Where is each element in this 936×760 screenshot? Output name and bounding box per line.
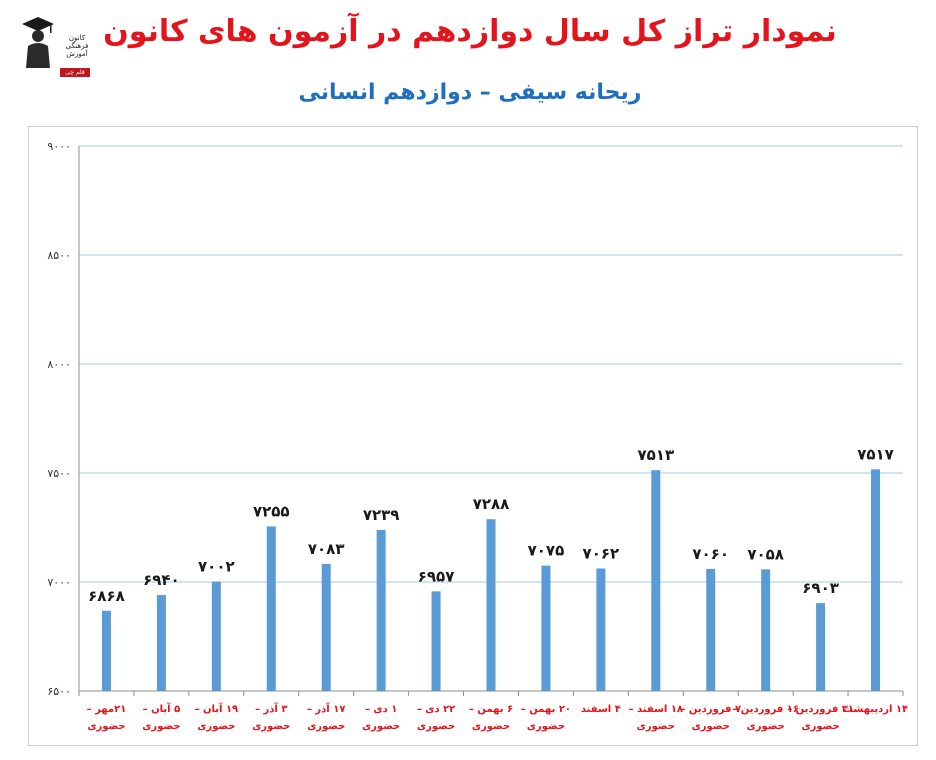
x-tick-label: ۱۶ فروردین – — [732, 704, 799, 715]
y-tick-label: ۶۵۰۰ — [47, 685, 71, 698]
x-tick-label: ۱۸ اسفند – — [629, 704, 684, 715]
bar — [101, 610, 111, 691]
bar — [761, 569, 771, 691]
x-tick-label: ۷ فروردین – — [680, 704, 741, 715]
bar — [266, 526, 276, 691]
bar — [486, 519, 496, 691]
data-label: ۷۰۶۰ — [692, 545, 729, 563]
y-tick-label: ۷۵۰۰ — [47, 467, 71, 480]
data-label: ۶۹۴۰ — [143, 571, 180, 589]
logo-badge: قلم چی — [60, 68, 90, 77]
x-tick-label: ۱۹ آبان – — [195, 702, 239, 715]
bar — [706, 568, 716, 691]
x-tick-label: ۲۲ دی – — [417, 704, 455, 715]
x-tick-label: ۱۴ اردیبهشت — [843, 704, 908, 715]
x-tick-label: ۶ بهمن – — [469, 704, 513, 715]
x-tick-label-line2: حضوری — [307, 721, 345, 732]
x-tick-label-line2: حضوری — [637, 721, 675, 732]
data-label: ۷۰۵۸ — [747, 545, 784, 563]
y-tick-label: ۸۵۰۰ — [47, 249, 71, 262]
data-label: ۷۵۱۷ — [857, 445, 894, 463]
graduate-icon — [22, 17, 54, 68]
x-tick-label-line2: حضوری — [252, 721, 290, 732]
x-tick-label-line2: حضوری — [142, 721, 180, 732]
bar — [871, 469, 881, 691]
bar — [321, 563, 331, 691]
data-label: ۷۰۰۲ — [198, 558, 235, 576]
x-tick-label: ۲۰ بهمن – — [521, 704, 571, 715]
data-label: ۷۲۳۹ — [363, 506, 400, 524]
x-tick-label: ۵ آبان – — [143, 702, 181, 715]
x-tick-label: ۲۱مهر – — [87, 704, 127, 715]
data-label: ۷۵۱۳ — [637, 446, 674, 464]
bar — [541, 565, 551, 691]
data-label: ۷۰۸۳ — [308, 540, 345, 558]
x-tick-label-line2: حضوری — [87, 721, 125, 732]
x-tick-label-line2: حضوری — [527, 721, 565, 732]
x-tick-label: ۴ اسفند — [581, 704, 621, 715]
data-label: ۷۰۶۲ — [583, 544, 620, 562]
x-tick-label: ۱۷ آذر – — [307, 702, 346, 715]
data-label: ۷۲۸۸ — [473, 495, 510, 513]
data-label: ۶۹۵۷ — [418, 567, 455, 585]
x-tick-label-line2: حضوری — [801, 721, 839, 732]
x-tick-label: ۳۱ فروردین – — [787, 704, 854, 715]
chart-frame: ۶۵۰۰ ۷۰۰۰ ۷۵۰۰ ۸۰۰۰ ۸۵۰۰ ۹۰۰۰ ۶۸۶۸ ۲۱مهر – حضوری… — [28, 126, 918, 746]
bar — [816, 603, 826, 691]
x-tick-label-line2: حضوری — [362, 721, 400, 732]
y-tick-label: ۷۰۰۰ — [47, 576, 71, 589]
data-label: ۶۸۶۸ — [88, 587, 125, 605]
bar-chart: ۶۵۰۰ ۷۰۰۰ ۷۵۰۰ ۸۰۰۰ ۸۵۰۰ ۹۰۰۰ ۶۸۶۸ ۲۱مهر – حضوری… — [47, 140, 908, 732]
y-tick-label: ۸۰۰۰ — [47, 358, 71, 371]
data-label: ۷۰۷۵ — [528, 542, 565, 560]
data-label: ۷۲۵۵ — [253, 502, 290, 520]
data-label: ۶۹۰۳ — [802, 579, 839, 597]
chart-subtitle: ریحانه سیفی – دوازدهم انسانی — [298, 80, 642, 105]
bar — [156, 595, 166, 691]
bar — [211, 581, 221, 691]
x-tick-label-line2: حضوری — [747, 721, 785, 732]
kanoon-logo: کانون فرهنگی آموزش قلم چی — [20, 12, 90, 77]
x-tick-label: ۳ آذر – — [255, 702, 287, 715]
chart-title: نمودار تراز کل سال دوازدهم در آزمون های … — [103, 14, 837, 49]
x-tick-label: ۱ دی – — [365, 704, 397, 715]
logo-text: کانون فرهنگی آموزش — [65, 34, 89, 58]
bar — [376, 529, 386, 691]
x-tick-label-line2: حضوری — [197, 721, 235, 732]
x-tick-label-line2: حضوری — [472, 721, 510, 732]
bar — [651, 470, 661, 691]
bar — [596, 568, 606, 691]
x-tick-label-line2: حضوری — [692, 721, 730, 732]
y-tick-label: ۹۰۰۰ — [47, 140, 71, 153]
bar — [431, 591, 441, 691]
x-tick-label-line2: حضوری — [417, 721, 455, 732]
